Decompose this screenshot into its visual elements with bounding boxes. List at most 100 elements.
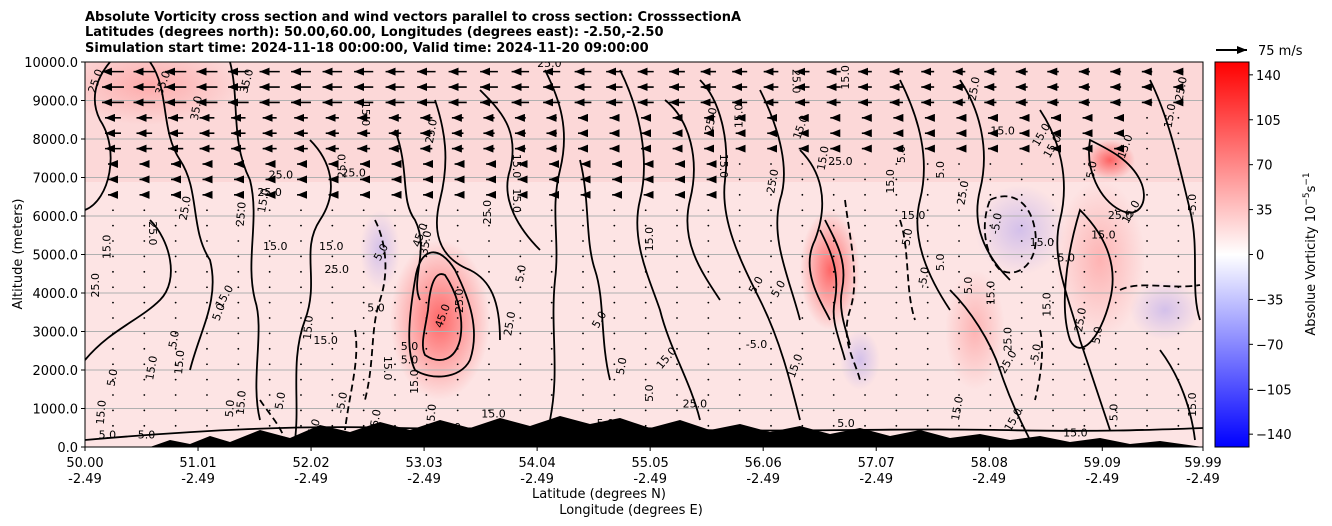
wind-vector bbox=[394, 270, 396, 273]
wind-vector bbox=[582, 286, 584, 289]
x-tick-label-lat: 59.09 bbox=[1084, 456, 1121, 471]
contour-label: 25.0 bbox=[764, 168, 781, 194]
wind-vector bbox=[958, 255, 960, 258]
chart-title: Absolute Vorticity cross section and win… bbox=[85, 10, 741, 56]
wind-vector bbox=[1146, 224, 1148, 227]
wind-vector bbox=[550, 424, 553, 427]
wind-vector bbox=[237, 409, 240, 412]
contour-label: 15.0 bbox=[1186, 392, 1199, 417]
wind-vector bbox=[1146, 178, 1148, 181]
contour-label: 5.0 bbox=[1108, 404, 1121, 422]
wind-vector bbox=[958, 378, 960, 381]
wind-vector bbox=[362, 394, 365, 396]
x-tick-label-lon: -2.49 bbox=[746, 472, 780, 487]
plot-area: 25.0 35.035.035.015.025.025.025.025.025.0… bbox=[85, 62, 1203, 447]
wind-vector bbox=[770, 286, 772, 289]
wind-vector bbox=[707, 255, 710, 258]
y-axis-label: Altitude (meters) bbox=[11, 199, 26, 310]
contour-lines-negative bbox=[259, 195, 1201, 441]
contour-label: 25.0 bbox=[1072, 307, 1089, 333]
wind-vector bbox=[895, 240, 898, 242]
wind-vector bbox=[1146, 409, 1148, 412]
title-line-3: Simulation start time: 2024-11-18 00:00:… bbox=[85, 41, 649, 56]
wind-vector bbox=[707, 317, 710, 319]
wind-vector bbox=[394, 240, 396, 242]
contour-label: 5.0 bbox=[272, 391, 288, 410]
wind-vector bbox=[206, 363, 208, 366]
wind-vector bbox=[300, 240, 302, 242]
wind-vector bbox=[425, 424, 428, 427]
wind-vector bbox=[770, 301, 772, 304]
wind-vector bbox=[676, 224, 678, 227]
wind-vector bbox=[394, 378, 396, 381]
wind-vector bbox=[926, 193, 929, 196]
x-tick-label-lon: -2.49 bbox=[407, 472, 441, 487]
contour-label: 15.0 bbox=[94, 400, 109, 426]
wind-vector bbox=[644, 240, 647, 242]
wind-vector bbox=[958, 394, 960, 396]
contour-label: 25.0 bbox=[683, 398, 708, 411]
title-line-1: Absolute Vorticity cross section and win… bbox=[85, 10, 741, 25]
wind-vector bbox=[613, 255, 616, 258]
wind-vector bbox=[519, 394, 522, 396]
colorbar-label: Absolue Vorticity 10−5s−1 bbox=[1302, 172, 1319, 335]
wind-vector bbox=[112, 317, 114, 319]
wind-vector bbox=[300, 255, 302, 258]
x-tick-label-lon: -2.49 bbox=[1085, 472, 1119, 487]
wind-vector bbox=[1052, 240, 1054, 242]
wind-vector bbox=[300, 424, 302, 427]
wind-vector bbox=[1114, 394, 1117, 396]
wind-vector bbox=[582, 301, 584, 304]
contour-line bbox=[819, 229, 846, 361]
wind-vector bbox=[1146, 363, 1148, 366]
wind-vector bbox=[1052, 209, 1054, 212]
y-tick-label: 2000.0 bbox=[33, 364, 79, 379]
contour-label: 15.0 bbox=[1040, 292, 1053, 317]
wind-vector bbox=[550, 394, 553, 396]
wind-vector bbox=[1052, 255, 1054, 258]
contour-line bbox=[85, 62, 112, 211]
wind-vector bbox=[143, 317, 146, 319]
x-tick-label-lat: 54.04 bbox=[519, 456, 556, 471]
wind-vector bbox=[488, 301, 490, 304]
wind-vector bbox=[174, 270, 177, 273]
wind-vector bbox=[488, 224, 490, 227]
wind-vector bbox=[206, 394, 208, 396]
wind-vector bbox=[300, 224, 302, 227]
wind-vector bbox=[362, 347, 365, 350]
wind-vector bbox=[770, 193, 772, 196]
wind-vector bbox=[989, 363, 992, 366]
wind-vector bbox=[582, 332, 584, 335]
wind-vector bbox=[801, 163, 804, 165]
wind-vector bbox=[456, 378, 459, 381]
wind-vector bbox=[1020, 209, 1023, 212]
wind-vector bbox=[989, 224, 992, 227]
wind-vector bbox=[425, 317, 428, 319]
wind-vector bbox=[989, 409, 992, 412]
wind-vector bbox=[738, 301, 741, 304]
wind-vector bbox=[958, 363, 960, 366]
wind-vector bbox=[425, 363, 428, 366]
wind-vector bbox=[707, 332, 710, 335]
wind-vector bbox=[519, 255, 522, 258]
wind-vector bbox=[895, 224, 898, 227]
wind-vector bbox=[519, 301, 522, 304]
wind-vector bbox=[864, 317, 866, 319]
wind-vector bbox=[268, 409, 271, 412]
wind-vector bbox=[1177, 178, 1180, 181]
colorbar-tick-label: 140 bbox=[1256, 69, 1281, 84]
colorbar-tick-label: 0 bbox=[1256, 249, 1264, 264]
y-tick-label: 3000.0 bbox=[33, 326, 79, 341]
wind-vector bbox=[801, 240, 804, 242]
contour-label: 15.0 bbox=[234, 390, 249, 416]
wind-vector bbox=[707, 286, 710, 289]
colorbar-tick-label: −70 bbox=[1256, 338, 1283, 353]
wind-vector bbox=[174, 363, 177, 366]
wind-vector bbox=[738, 209, 741, 212]
wind-vector bbox=[770, 209, 772, 212]
wind-vector bbox=[456, 255, 459, 258]
wind-vector bbox=[864, 178, 866, 181]
x-tick-label-lat: 50.00 bbox=[66, 456, 103, 471]
wind-vector bbox=[362, 270, 365, 273]
